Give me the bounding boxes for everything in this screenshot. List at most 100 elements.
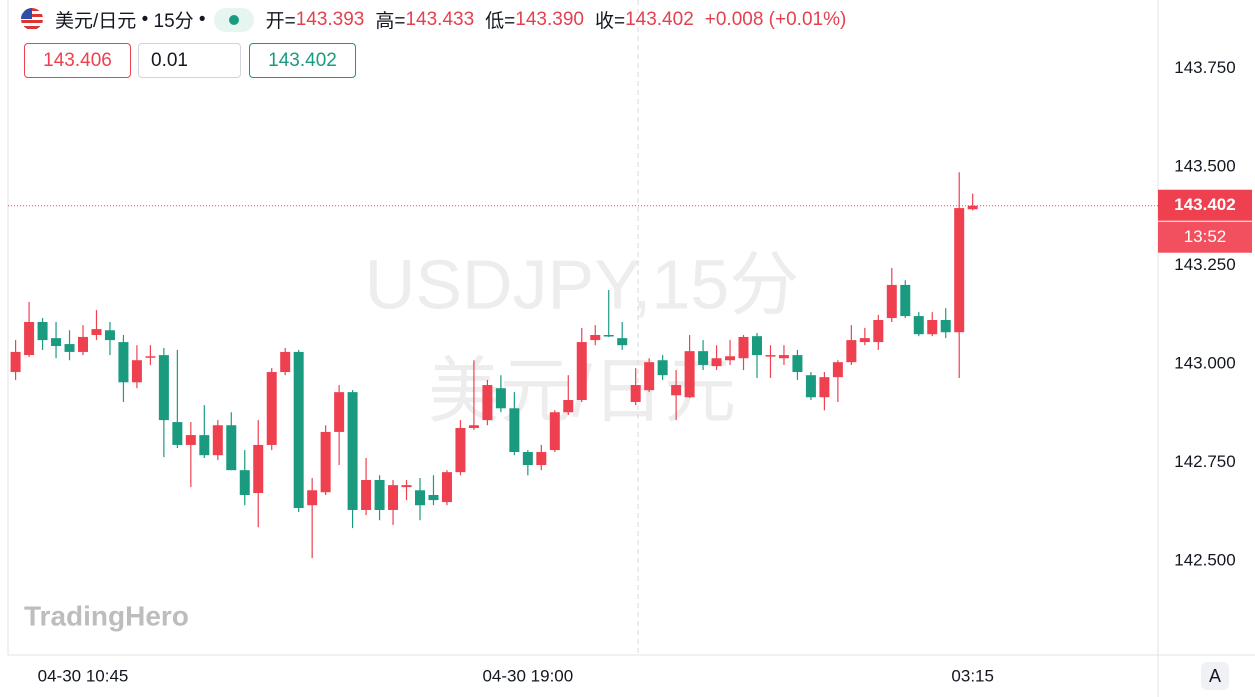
sell-button[interactable]: 143.406: [24, 43, 131, 78]
candle-body: [239, 470, 250, 495]
candle-body: [509, 408, 520, 453]
y-tick-label: 143.000: [1174, 354, 1235, 373]
x-tick-label: 04-30 10:45: [38, 666, 129, 685]
scale-button[interactable]: [1201, 662, 1229, 690]
scale-button-label[interactable]: A: [1209, 666, 1221, 686]
ohlc-value: 143.402: [625, 8, 694, 30]
separator: •: [141, 8, 149, 30]
candle-body: [886, 284, 897, 319]
y-tick-label: 143.500: [1174, 157, 1235, 176]
candle-body: [778, 355, 789, 359]
candle-body: [819, 377, 830, 398]
candle-body: [78, 336, 88, 352]
interval: 15分: [153, 11, 194, 32]
candle-body: [428, 494, 439, 501]
candle-body: [212, 425, 223, 456]
candle-body: [307, 490, 318, 506]
candle-body: [401, 485, 412, 488]
candle-body: [347, 392, 358, 510]
ohlc-label: 收=: [594, 11, 626, 32]
candle-body: [698, 351, 709, 365]
price-tag: [1158, 189, 1252, 221]
candle-body: [118, 342, 129, 383]
countdown-tag: [1158, 221, 1252, 253]
candle-body: [859, 338, 870, 343]
candle-body: [64, 344, 75, 352]
candle-body: [199, 435, 210, 456]
ohlc-label: 开=: [265, 11, 296, 32]
x-tick-label: 03:15: [951, 666, 994, 685]
candle-body: [684, 351, 695, 398]
candle-body: [495, 388, 506, 409]
header: 美元/日元 • 15分 • 开= 143.393 高= 143.433 低= 143.…: [55, 6, 857, 33]
candle-body: [846, 340, 857, 363]
candle-body: [10, 351, 21, 373]
candle-body: [752, 336, 762, 356]
logo: TradingHero: [24, 600, 189, 631]
candle-body: [725, 356, 736, 361]
candle-body: [91, 329, 102, 335]
buy-button[interactable]: 143.402: [249, 43, 356, 78]
candle-body: [374, 480, 385, 510]
candle-body: [280, 351, 291, 373]
ohlc-value: 143.433: [405, 8, 475, 30]
ohlc-value: 143.393: [295, 8, 365, 30]
candle-body: [51, 338, 62, 347]
candle-body: [37, 321, 48, 341]
candle-body: [644, 362, 655, 391]
candle-body: [24, 321, 35, 356]
candle-body: [630, 385, 641, 402]
candle-body: [334, 392, 345, 432]
candle-body: [738, 336, 749, 359]
y-tick-label: 142.500: [1174, 551, 1235, 570]
candle-body: [590, 334, 601, 341]
candle-body: [549, 412, 560, 451]
y-tick-label: 142.750: [1174, 452, 1235, 471]
candle-body: [185, 435, 196, 445]
candle-body: [415, 490, 425, 506]
candle-body: [266, 372, 277, 445]
candle-body: [172, 422, 183, 445]
candle-body: [873, 320, 884, 343]
candle-body: [765, 355, 776, 357]
candle-body: [131, 360, 142, 383]
candle-body: [536, 452, 547, 466]
ohlc-label: 低=: [485, 11, 516, 32]
candle-body: [603, 334, 614, 337]
candle-body: [104, 330, 115, 341]
ohlc-value: 143.390: [515, 8, 584, 30]
change: +0.008 (+0.01%): [704, 8, 847, 30]
countdown-label: 13:52: [1184, 227, 1227, 246]
candle-body: [361, 480, 372, 510]
candle-body: [805, 375, 816, 398]
candle-body: [226, 425, 237, 471]
candle-body: [940, 320, 951, 333]
watermark: USDJPY,15分: [365, 245, 799, 323]
candle-body: [954, 208, 965, 333]
candle-body: [563, 400, 574, 413]
candle-body: [913, 316, 924, 335]
quantity-input[interactable]: 0.01: [138, 43, 241, 78]
candle-body: [293, 351, 304, 508]
candle-body: [455, 427, 466, 473]
candle-body: [671, 385, 682, 396]
status-pill[interactable]: [213, 7, 254, 32]
candle-body: [482, 385, 493, 421]
candle-body: [468, 425, 479, 428]
candle-body: [158, 355, 169, 421]
y-tick-label: 143.750: [1174, 58, 1235, 77]
candle-body: [522, 452, 533, 466]
candle-body: [320, 431, 331, 493]
flag-icon: [21, 8, 43, 30]
candle-body: [711, 358, 722, 367]
symbol: 美元/日元: [55, 11, 137, 32]
ohlc-label: 高=: [375, 11, 406, 32]
candle-body: [792, 355, 803, 373]
candle-body: [927, 320, 938, 335]
price-tag-label: 143.402: [1174, 195, 1235, 214]
candle-body: [657, 360, 668, 376]
x-tick-label: 04-30 19:00: [482, 666, 573, 685]
candle-body: [441, 472, 452, 503]
